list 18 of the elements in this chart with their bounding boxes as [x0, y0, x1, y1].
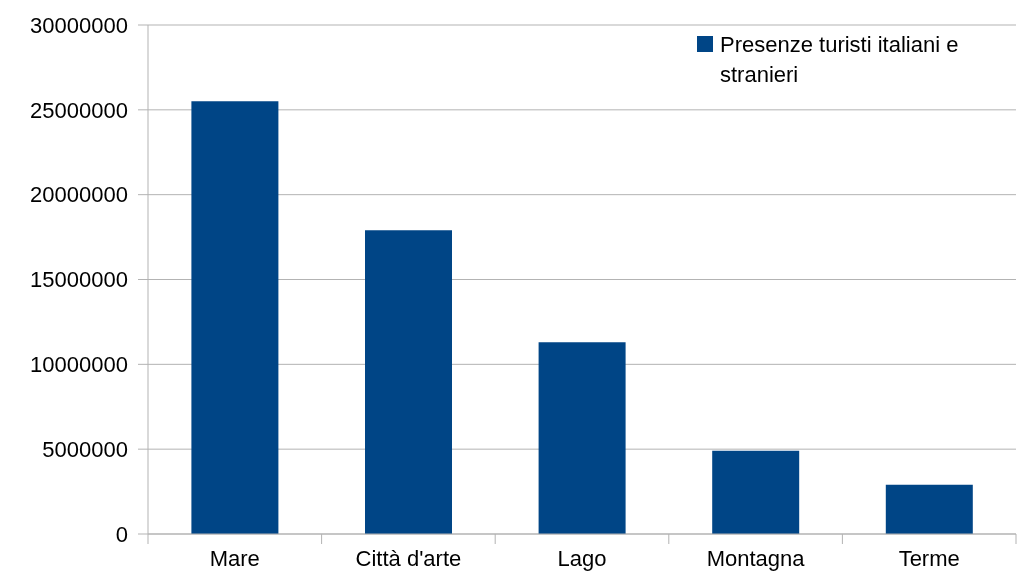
bar: [885, 484, 973, 534]
bar: [365, 230, 452, 534]
x-tick-label: Città d'arte: [355, 545, 462, 571]
y-tick-label: 15000000: [30, 267, 128, 293]
bar: [712, 450, 800, 534]
legend-label: Presenze turisti italiani e stranieri: [720, 31, 960, 89]
x-tick-label: Mare: [209, 545, 260, 571]
bar: [538, 342, 626, 534]
y-tick-label: 30000000: [30, 12, 128, 38]
x-tick-label: Terme: [898, 545, 960, 571]
y-tick-label: 25000000: [30, 97, 128, 123]
y-tick-label: 20000000: [30, 182, 128, 208]
x-tick-label: Montagna: [706, 545, 806, 571]
x-tick-label: Lago: [557, 545, 607, 571]
y-tick-label: 10000000: [30, 352, 128, 378]
bar: [191, 101, 279, 534]
y-tick-label: 5000000: [42, 436, 128, 462]
y-tick-label: 0: [115, 521, 128, 547]
